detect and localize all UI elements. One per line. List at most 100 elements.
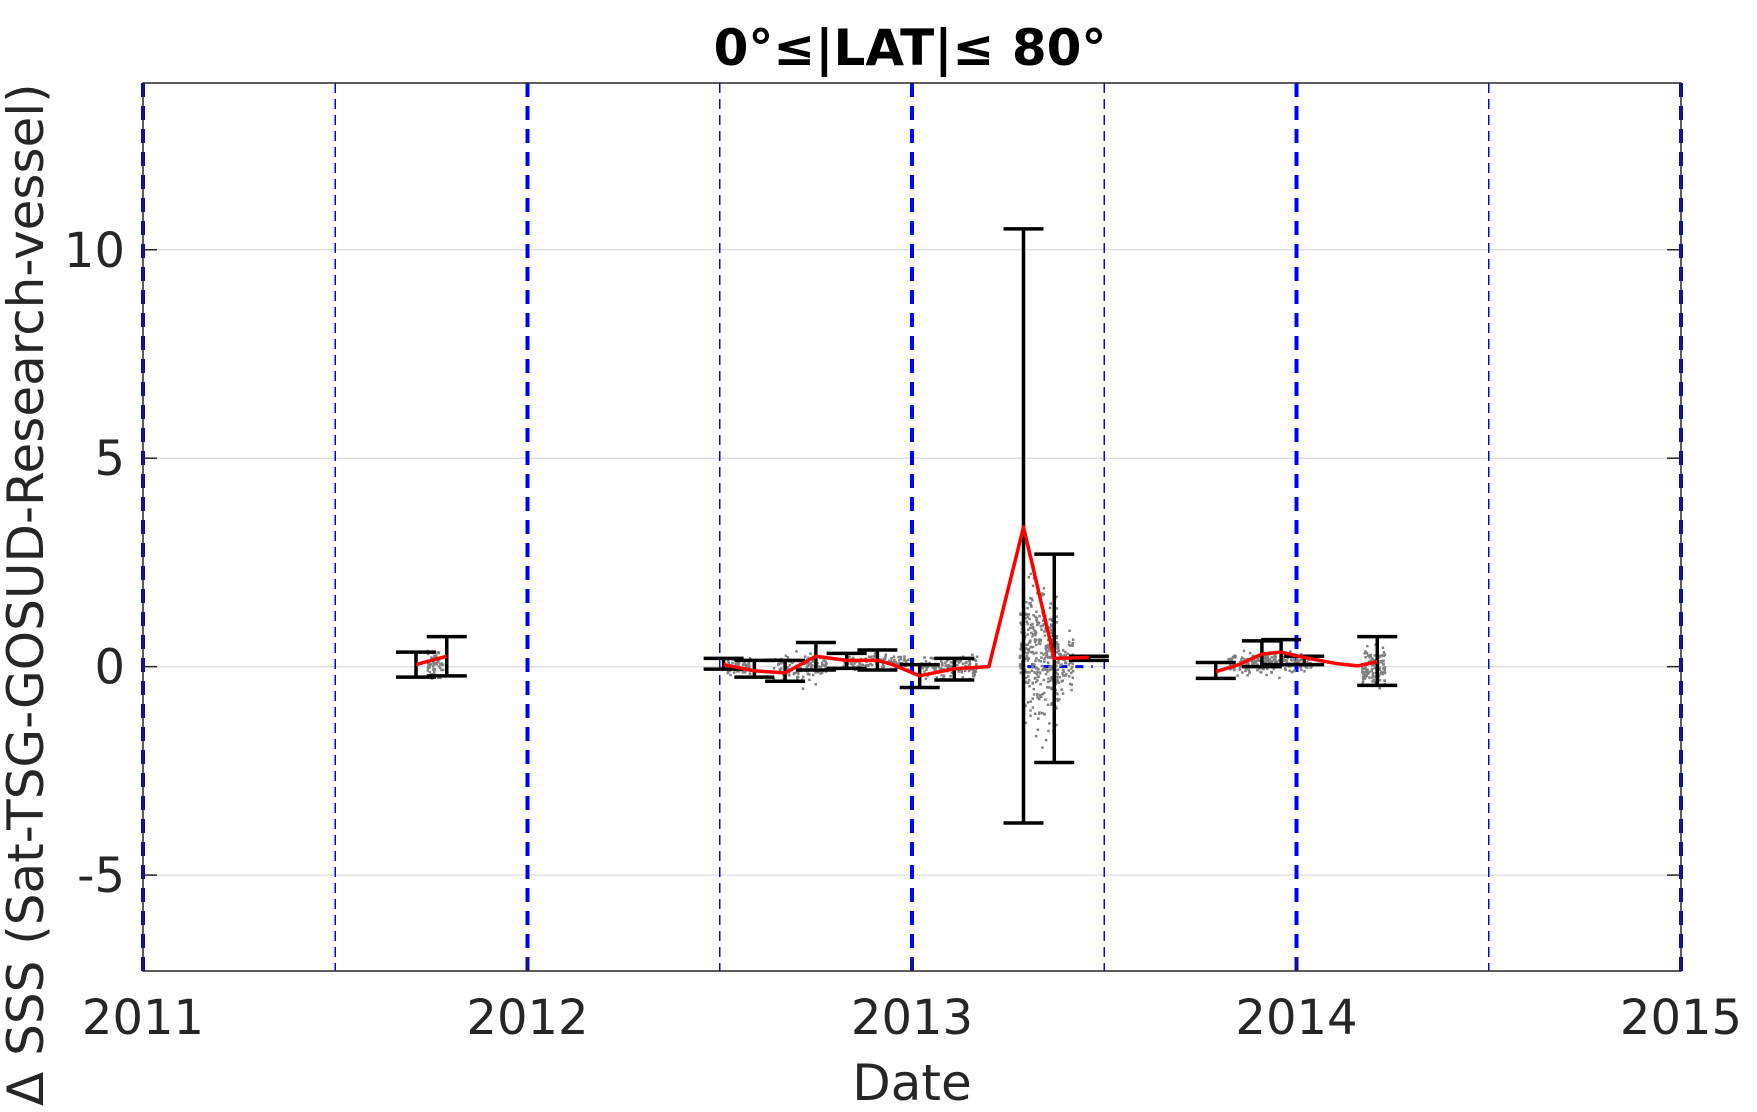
scatter-point bbox=[1048, 668, 1052, 672]
scatter-point bbox=[1248, 670, 1251, 674]
scatter-point bbox=[1067, 663, 1071, 666]
scatter-point bbox=[935, 676, 939, 679]
scatter-point bbox=[1037, 668, 1040, 671]
scatter-point bbox=[1045, 655, 1049, 658]
scatter-point bbox=[1038, 671, 1042, 674]
scatter-point bbox=[1044, 648, 1048, 652]
scatter-point bbox=[797, 672, 800, 675]
scatter-point bbox=[1031, 706, 1035, 709]
scatter-point bbox=[1055, 635, 1059, 638]
scatter-point bbox=[1055, 691, 1058, 695]
x-tick-label: 2015 bbox=[1620, 990, 1742, 1046]
scatter-point bbox=[820, 671, 824, 675]
scatter-point bbox=[1059, 664, 1062, 667]
scatter-point bbox=[1362, 672, 1365, 676]
scatter-point bbox=[1032, 627, 1035, 630]
scatter-point bbox=[1024, 721, 1027, 725]
scatter-point bbox=[957, 660, 961, 664]
scatter-point bbox=[1034, 734, 1038, 738]
scatter-point bbox=[924, 660, 928, 663]
scatter-point bbox=[967, 659, 971, 662]
scatter-point bbox=[1027, 647, 1031, 651]
scatter-point bbox=[1036, 675, 1040, 679]
scatter-point bbox=[726, 670, 730, 673]
scatter-point bbox=[435, 654, 438, 657]
scatter-point bbox=[1285, 660, 1289, 663]
scatter-point bbox=[1038, 711, 1041, 714]
scatter-point bbox=[1061, 692, 1065, 695]
scatter-point bbox=[1030, 597, 1033, 600]
scatter-point bbox=[1378, 674, 1381, 677]
scatter-point bbox=[1060, 655, 1064, 658]
scatter-point bbox=[1278, 676, 1281, 680]
axes bbox=[142, 82, 1682, 972]
scatter-point bbox=[921, 666, 925, 670]
scatter-point bbox=[1034, 615, 1037, 618]
scatter-point bbox=[822, 659, 825, 662]
scatter-point bbox=[428, 665, 432, 669]
scatter-point bbox=[1382, 663, 1385, 666]
scatter-point bbox=[907, 658, 910, 662]
scatter-point bbox=[1029, 645, 1033, 649]
scatter-point bbox=[1037, 659, 1041, 662]
scatter-point bbox=[1046, 661, 1050, 664]
x-tick-label: 2012 bbox=[466, 990, 588, 1046]
scatter-point bbox=[1067, 643, 1071, 647]
scatter-point bbox=[1044, 651, 1048, 655]
scatter-point bbox=[1240, 658, 1243, 661]
scatter-point bbox=[1039, 625, 1043, 628]
scatter-point bbox=[1238, 666, 1242, 669]
scatter-point bbox=[1040, 656, 1043, 659]
scatter-point bbox=[1055, 707, 1058, 710]
scatter-point bbox=[1251, 654, 1254, 658]
scatter-point bbox=[1369, 659, 1373, 662]
scatter-point bbox=[1029, 623, 1033, 627]
scatter-point bbox=[780, 661, 783, 665]
scatter-point bbox=[899, 655, 903, 659]
scatter-point bbox=[1042, 623, 1045, 626]
scatter-point bbox=[1242, 649, 1246, 653]
scatter-point bbox=[959, 659, 963, 663]
scatter-point bbox=[1032, 614, 1035, 617]
scatter-point bbox=[427, 665, 430, 668]
scatter-point bbox=[1026, 622, 1030, 626]
scatter-point bbox=[748, 672, 752, 675]
scatter-point bbox=[1055, 615, 1058, 618]
scatter-point bbox=[1029, 639, 1032, 642]
scatter-point bbox=[883, 657, 886, 660]
scatter-point bbox=[1063, 654, 1066, 657]
scatter-point bbox=[809, 652, 812, 655]
scatter-point bbox=[1037, 712, 1041, 716]
scatter-point bbox=[1070, 688, 1073, 692]
scatter-point bbox=[1058, 698, 1061, 701]
scatter-point bbox=[1050, 667, 1054, 671]
scatter-point bbox=[1034, 639, 1037, 642]
scatter-point bbox=[732, 671, 736, 674]
scatter-point bbox=[1039, 659, 1042, 663]
scatter-point bbox=[1061, 649, 1065, 652]
scatter-point bbox=[788, 663, 792, 667]
scatter-point bbox=[727, 661, 731, 664]
scatter-point bbox=[741, 671, 745, 674]
scatter-point bbox=[1026, 615, 1030, 619]
scatter-point bbox=[795, 650, 798, 653]
scatter-point bbox=[1378, 668, 1381, 671]
scatter-point bbox=[1025, 601, 1028, 604]
scatter-point bbox=[1049, 602, 1052, 605]
scatter-point bbox=[1025, 681, 1029, 684]
scatter-point bbox=[1024, 670, 1027, 674]
scatter-point bbox=[1380, 670, 1383, 674]
scatter-point bbox=[1286, 656, 1289, 660]
scatter-point bbox=[925, 668, 928, 672]
scatter-point bbox=[1292, 669, 1296, 673]
scatter-point bbox=[1241, 656, 1244, 659]
scatter-point bbox=[1049, 631, 1053, 634]
scatter-point bbox=[1281, 655, 1285, 658]
scatter-point bbox=[956, 663, 959, 667]
scatter-point bbox=[1056, 675, 1059, 679]
scatter-point bbox=[923, 670, 926, 673]
scatter-point bbox=[1379, 655, 1382, 658]
scatter-point bbox=[1047, 656, 1051, 659]
scatter-point bbox=[741, 663, 745, 667]
scatter-point bbox=[1029, 709, 1032, 712]
